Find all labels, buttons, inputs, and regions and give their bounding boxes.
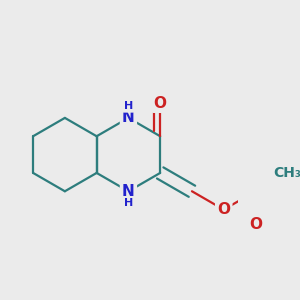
Text: CH₃: CH₃: [273, 166, 300, 180]
Text: O: O: [249, 217, 262, 232]
Text: O: O: [217, 202, 230, 217]
Text: H: H: [124, 198, 133, 208]
Text: N: N: [122, 184, 135, 199]
Text: O: O: [154, 96, 167, 111]
Text: H: H: [124, 101, 133, 111]
Text: N: N: [122, 110, 135, 125]
